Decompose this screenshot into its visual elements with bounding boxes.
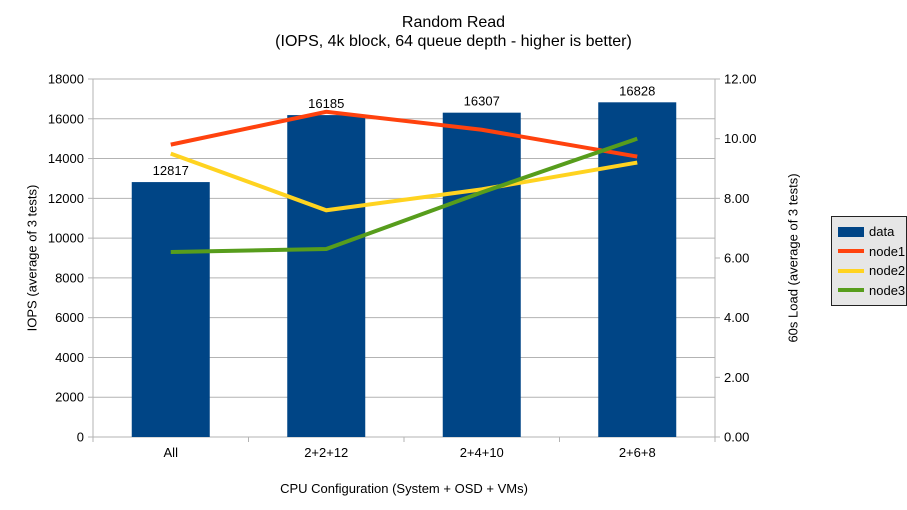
legend-swatch-data (838, 226, 864, 237)
legend-item-node3: node3 (838, 283, 905, 298)
legend: data node1 node2 node3 (831, 216, 907, 306)
chart-subtitle: (IOPS, 4k block, 64 queue depth - higher… (275, 33, 632, 50)
left-axis-tick-label: 0 (77, 430, 84, 445)
right-axis-tick-label: 0.00 (724, 430, 749, 445)
bar-data (287, 115, 366, 438)
line-node3 (170, 136, 638, 255)
line-node2 (170, 151, 638, 213)
left-axis-tick-label: 4000 (55, 350, 84, 365)
right-axis-tick-label: 6.00 (724, 251, 749, 266)
left-axis-tick-label: 2000 (55, 390, 84, 405)
bar-value-label: 16828 (619, 83, 655, 98)
right-axis-tick-label: 2.00 (724, 370, 749, 385)
bar-data (442, 112, 521, 438)
legend-item-data: data (838, 224, 900, 239)
legend-label-data: data (869, 224, 895, 240)
line-node1 (170, 109, 638, 159)
chart-title: Random Read (401, 14, 506, 31)
left-axis-tick-label: 12000 (48, 191, 84, 206)
category-label: 2+6+8 (619, 445, 656, 460)
left-axis-tick-label: 8000 (55, 270, 84, 285)
legend-swatch-node3 (838, 288, 864, 293)
left-axis-title: IOPS (average of 3 tests) (24, 184, 40, 332)
legend-item-node2: node2 (838, 263, 905, 278)
bar-data (131, 182, 210, 437)
bar-value-label: 16185 (308, 96, 344, 111)
right-axis-tick-label: 8.00 (724, 191, 749, 206)
right-axis-title: 60s Load (average of 3 tests) (785, 173, 801, 343)
legend-item-node1: node1 (838, 244, 905, 259)
left-axis-tick-label: 6000 (55, 310, 84, 325)
x-axis-title: CPU Configuration (System + OSD + VMs) (280, 481, 528, 496)
legend-label-node2: node2 (869, 263, 906, 279)
category-label: 2+2+12 (304, 445, 348, 460)
right-axis-tick-label: 4.00 (724, 310, 749, 325)
left-axis-tick-label: 14000 (48, 151, 84, 166)
right-axis-tick-label: 12.00 (724, 72, 757, 87)
left-axis-tick-label: 18000 (48, 72, 84, 87)
left-axis-tick-label: 16000 (48, 111, 84, 126)
right-axis-tick-label: 10.00 (724, 131, 757, 146)
category-label: All (164, 445, 179, 460)
left-axis-tick-label: 10000 (48, 231, 84, 246)
category-label: 2+4+10 (460, 445, 504, 460)
bar-value-label: 12817 (153, 163, 189, 178)
legend-label-node1: node1 (869, 243, 906, 259)
bar-value-label: 16307 (464, 94, 500, 109)
legend-label-node3: node3 (869, 282, 906, 298)
chart-title-block: Random Read (IOPS, 4k block, 64 queue de… (0, 13, 907, 51)
legend-swatch-node2 (838, 268, 864, 273)
bar-data (598, 102, 677, 437)
legend-swatch-node1 (838, 249, 864, 254)
